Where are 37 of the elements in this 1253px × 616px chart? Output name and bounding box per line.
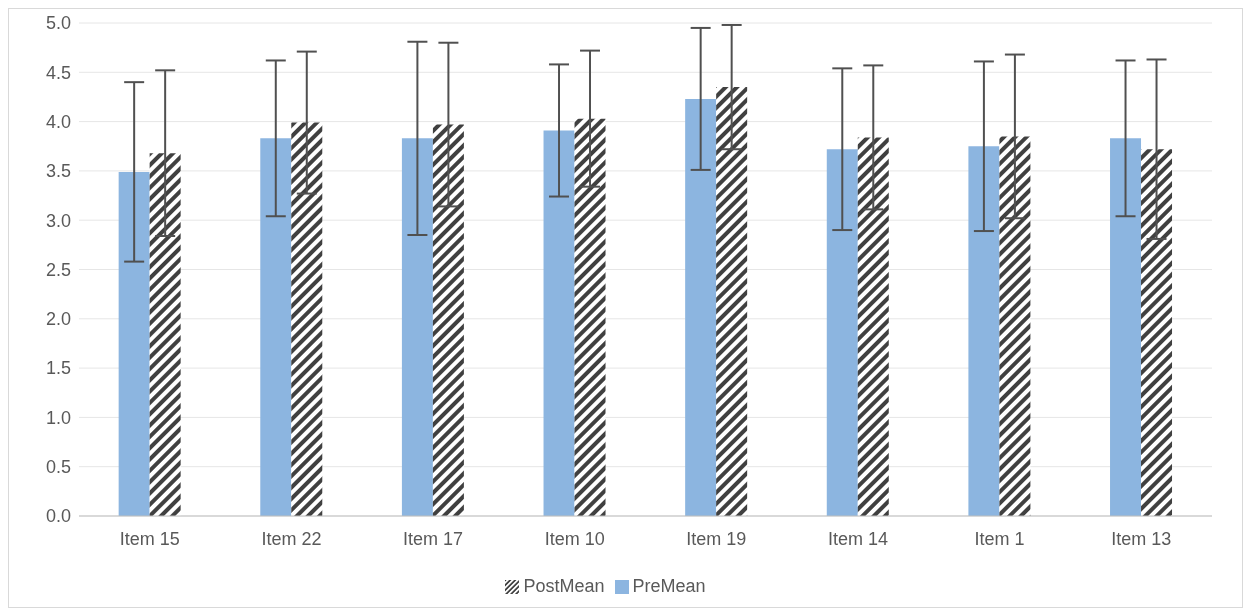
bar [401,138,433,516]
y-tick-label: 4.0 [45,111,71,132]
x-tick-label: Item 22 [261,528,322,549]
bar [543,130,575,516]
x-tick-label: Item 10 [544,528,605,549]
bar [260,138,292,516]
x-tick-label: Item 1 [974,528,1025,549]
bar [716,87,748,516]
bar [1141,149,1173,516]
bar [432,124,464,516]
bar [857,137,889,516]
y-tick-label: 5.0 [45,13,71,34]
bar [149,153,181,516]
x-tick-label: Item 17 [403,528,464,549]
y-tick-label: 2.0 [45,309,71,330]
bar [118,171,150,516]
bar [968,146,1000,516]
y-tick-label: 1.0 [45,407,71,428]
bar [826,149,858,516]
legend-label: PostMean [523,576,605,596]
bar [685,98,717,516]
x-tick-label: Item 14 [827,528,888,549]
x-tick-label: Item 19 [686,528,747,549]
y-tick-label: 3.0 [45,210,71,231]
y-tick-label: 0.5 [45,457,71,478]
y-tick-label: 3.5 [45,161,71,182]
bar [999,136,1031,516]
x-tick-label: Item 13 [1111,528,1172,549]
y-tick-label: 4.5 [45,62,71,83]
y-tick-label: 2.5 [45,259,71,280]
bar [291,122,323,516]
x-tick-label: Item 15 [119,528,180,549]
bar [574,118,606,516]
y-tick-label: 1.5 [45,358,71,379]
y-tick-label: 0.0 [45,506,71,527]
legend-label: PreMean [632,576,706,596]
bar [1110,138,1142,516]
